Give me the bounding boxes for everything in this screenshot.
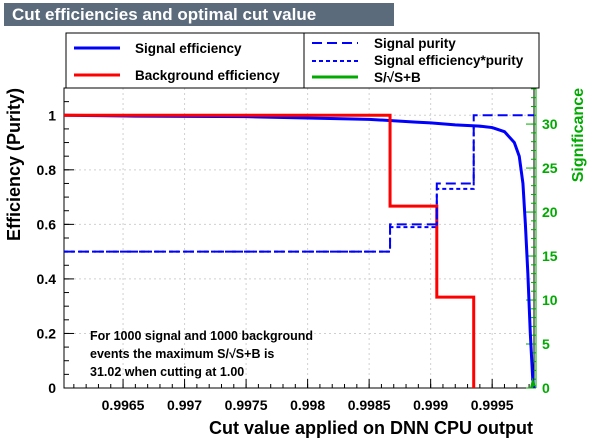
series-group [63, 113, 536, 389]
x-tick-label: 0.999 [413, 397, 448, 413]
x-tick-label: 0.9995 [471, 397, 514, 413]
x-axis: 0.9965 0.997 0.9975 0.998 0.9985 0.999 0.9995 [73, 379, 530, 413]
series-line-s-s-b [530, 377, 536, 389]
annotation-line-1: For 1000 signal and 1000 background [90, 329, 313, 343]
plot-frame [63, 87, 535, 389]
y-tick-label: 1 [48, 107, 56, 123]
legend-box-left [65, 32, 305, 89]
x-tick-label: 0.997 [167, 397, 202, 413]
y2-tick-label: 10 [542, 292, 558, 308]
y2-axis: 0 5 10 15 20 25 30 [526, 88, 558, 396]
x-axis-label: Cut value applied on DNN CPU output [209, 418, 533, 438]
y-tick-label: 0.2 [37, 325, 57, 341]
y2-tick-label: 25 [542, 160, 558, 176]
annotation-line-3: 31.02 when cutting at 1.00 [90, 365, 244, 379]
legend-label-eff-purity: Signal efficiency*purity [374, 53, 524, 68]
x-tick-label: 0.9975 [225, 397, 268, 413]
y2-tick-label: 30 [542, 116, 558, 132]
y2-axis-label: Significance [570, 88, 587, 182]
y2-tick-label: 15 [542, 248, 558, 264]
x-tick-label: 0.9985 [348, 397, 391, 413]
x-tick-label: 0.998 [290, 397, 325, 413]
y2-tick-label: 0 [542, 380, 550, 396]
grid [64, 88, 534, 389]
series-line-background-efficiency [64, 113, 476, 388]
y2-tick-label: 20 [542, 204, 558, 220]
y-axis: 0 0.2 0.4 0.6 0.8 1 [37, 101, 74, 396]
series-line-signal-efficiency-purity [64, 125, 535, 389]
legend-label-signal-eff: Signal efficiency [135, 41, 242, 56]
y-tick-label: 0.4 [37, 271, 57, 287]
y-tick-label: 0.6 [37, 216, 57, 232]
y-tick-label: 0.8 [37, 162, 57, 178]
y-tick-label: 0 [48, 380, 56, 396]
annotation-line-2: events the maximum S/√S+B is [90, 347, 274, 361]
legend-label-significance: S/√S+B [374, 70, 421, 85]
legend-label-bkg-eff: Background efficiency [135, 68, 280, 83]
series-line-signal-purity [64, 114, 534, 253]
y-axis-label: Efficiency (Purity) [4, 88, 24, 241]
legend-label-purity: Signal purity [374, 36, 456, 51]
chart-title: Cut efficiencies and optimal cut value [4, 3, 394, 26]
y2-tick-label: 5 [542, 336, 550, 352]
x-tick-label: 0.9965 [102, 397, 145, 413]
